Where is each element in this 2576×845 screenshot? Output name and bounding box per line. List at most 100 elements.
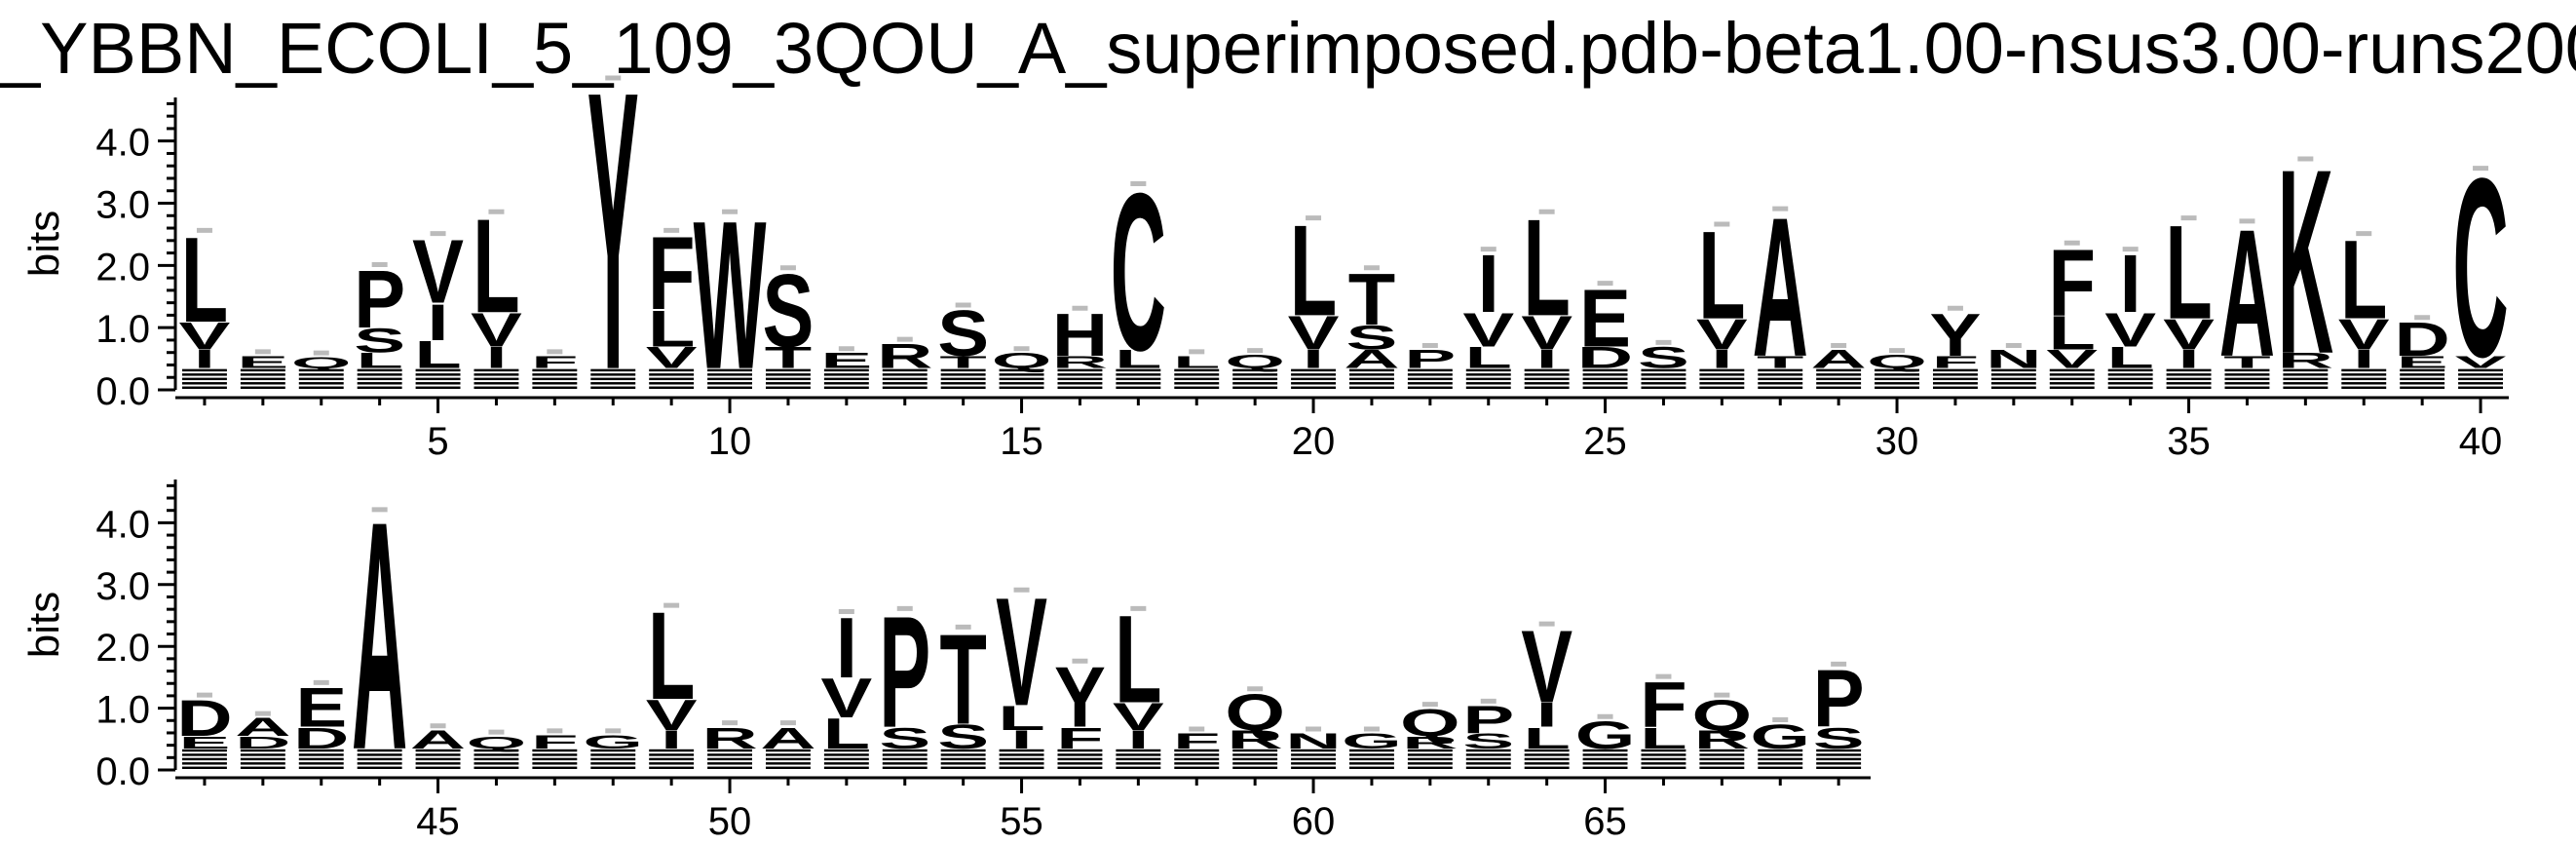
residual-mark <box>1116 749 1161 752</box>
residual-mark <box>2166 382 2212 385</box>
residual-mark <box>999 382 1044 385</box>
logo-letter-P: P <box>354 254 405 346</box>
residual-mark <box>1057 762 1103 765</box>
residual-mark <box>2283 377 2329 381</box>
logo-letter-Y: Y <box>587 10 639 453</box>
logo-letter-F: F <box>1056 721 1103 754</box>
residual-mark <box>2107 382 2153 385</box>
logo-letter-A: A <box>410 725 466 754</box>
residual-mark <box>823 382 869 385</box>
logo-letter-L: L <box>181 213 228 348</box>
logo-letter-R: R <box>1694 725 1750 754</box>
residual-mark <box>2283 386 2329 389</box>
residual-mark <box>532 373 578 376</box>
residual-mark <box>940 762 986 765</box>
residual-mark <box>357 762 402 765</box>
residual-mark <box>2400 377 2445 381</box>
logo-letter-E: E <box>295 675 347 739</box>
logo-letter-S: S <box>354 322 405 361</box>
residual-mark <box>298 373 344 376</box>
residual-mark <box>1699 753 1745 756</box>
residual-mark <box>1816 373 1862 376</box>
residual-mark <box>1174 368 1220 372</box>
residual-mark <box>1407 762 1453 765</box>
residual-mark <box>765 373 811 376</box>
residual-mark <box>1232 377 1278 381</box>
residual-mark <box>1699 368 1745 372</box>
residual-mark <box>590 757 636 761</box>
residual-mark <box>1407 377 1453 381</box>
residual-stack <box>1232 749 1278 770</box>
residual-mark <box>1465 753 1511 756</box>
residual-mark <box>823 373 869 376</box>
residual-mark <box>1524 762 1570 765</box>
residual-mark <box>532 757 578 761</box>
residual-stack <box>1174 749 1220 770</box>
residual-stack <box>1582 749 1628 770</box>
residual-stack <box>474 749 519 770</box>
residual-mark <box>181 373 227 376</box>
residual-mark <box>1932 382 1978 385</box>
residual-mark <box>1057 749 1103 752</box>
residual-mark <box>2224 373 2270 376</box>
logo-letter-T: T <box>1757 353 1803 372</box>
residual-stack <box>532 749 578 770</box>
residual-mark <box>765 766 811 770</box>
residual-mark <box>1116 757 1161 761</box>
residual-mark <box>1057 373 1103 376</box>
logo-letter-F: F <box>1932 353 1979 372</box>
residual-mark <box>649 368 695 372</box>
logo-letter-D: D <box>235 733 290 752</box>
residual-mark <box>357 368 402 372</box>
residual-mark <box>940 757 986 761</box>
residual-mark <box>181 377 227 381</box>
residual-mark <box>1524 377 1570 381</box>
residual-mark <box>357 749 402 752</box>
logo-letter-W: W <box>694 176 767 413</box>
residual-stack <box>1291 749 1337 770</box>
residual-mark <box>1348 749 1394 752</box>
residual-mark <box>1816 377 1862 381</box>
residual-mark <box>2283 373 2329 376</box>
residual-mark <box>1641 373 1686 376</box>
residual-mark <box>1465 766 1511 770</box>
residual-mark <box>1232 373 1278 376</box>
residual-stack <box>1699 368 1745 389</box>
logo-letter-L: L <box>1640 721 1686 754</box>
residual-mark <box>415 757 461 761</box>
logo-letter-E: E <box>2397 353 2448 372</box>
residual-mark <box>1524 753 1570 756</box>
y-tick-label: 0.0 <box>95 370 150 413</box>
residual-mark <box>649 382 695 385</box>
logo-letter-P: P <box>1404 344 1456 373</box>
residual-mark <box>1174 757 1220 761</box>
residual-mark <box>1641 762 1686 765</box>
residual-mark <box>1699 373 1745 376</box>
residual-mark <box>415 753 461 756</box>
residual-mark <box>2400 382 2445 385</box>
residual-mark <box>1524 757 1570 761</box>
residual-mark <box>999 749 1044 752</box>
residual-mark <box>999 762 1044 765</box>
logo-letter-V: V <box>646 341 698 375</box>
residual-mark <box>590 766 636 770</box>
residual-mark <box>415 382 461 385</box>
residual-stack <box>1758 368 1803 389</box>
residual-mark <box>357 386 402 389</box>
x-tick-label: 20 <box>1292 420 1336 463</box>
logo-letter-I: I <box>1536 695 1558 734</box>
residual-mark <box>940 377 986 381</box>
residual-stack <box>940 368 986 389</box>
logo-letter-F: F <box>1173 729 1220 753</box>
residual-mark <box>532 749 578 752</box>
y-tick-label: 4.0 <box>95 503 150 546</box>
residual-stack <box>1875 368 1920 389</box>
residual-mark <box>2107 368 2153 372</box>
logo-letter-E: E <box>179 733 231 752</box>
logo-letter-S: S <box>1813 721 1865 754</box>
residual-mark <box>649 757 695 761</box>
residual-mark <box>999 373 1044 376</box>
residual-stack <box>823 749 869 770</box>
residual-mark <box>882 762 928 765</box>
